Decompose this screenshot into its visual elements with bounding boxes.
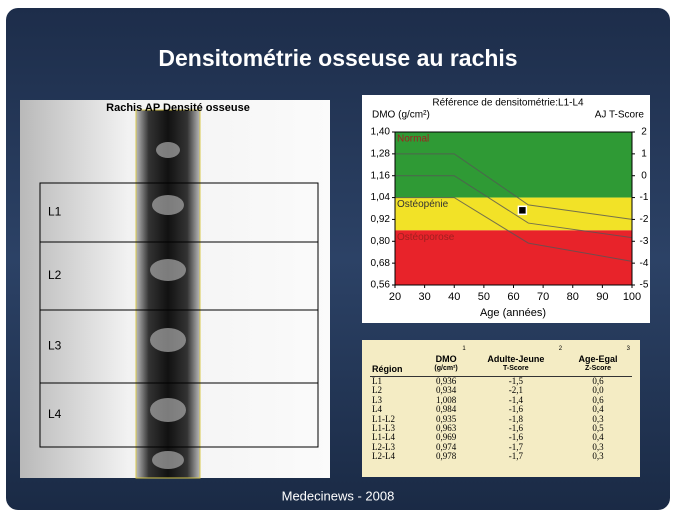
x-tick-label: 30 — [419, 291, 431, 303]
table-cell: -1,7 — [468, 452, 564, 461]
x-tick-label: 90 — [596, 291, 608, 303]
scan-panel: Rachis AP Densité osseuse L1 L2 L3 L4 — [20, 100, 330, 478]
y2-tick-label: 1 — [641, 148, 647, 159]
x-tick-label: 60 — [507, 291, 519, 303]
table-row: L2-L40,978-1,70,3 — [370, 452, 632, 461]
y-tick-label: 1,16 — [371, 170, 391, 181]
y-tick-label: 0,68 — [371, 258, 391, 269]
vertebra-label: L1 — [48, 205, 62, 219]
y2-axis-label: AJ T-Score — [595, 110, 645, 121]
measurement-point — [518, 206, 526, 214]
y-tick-label: 0,92 — [371, 214, 391, 225]
scan-title: Rachis AP Densité osseuse — [106, 102, 250, 114]
slide: Densitométrie osseuse au rachis Rachis A… — [0, 0, 676, 516]
y2-tick-label: -5 — [640, 280, 649, 291]
header-title: Région — [372, 364, 403, 374]
y2-tick-label: -4 — [640, 258, 649, 269]
table-cell: 0,978 — [424, 452, 467, 461]
slide-title: Densitométrie osseuse au rachis — [158, 45, 517, 71]
chart-title: Référence de densitométrie:L1-L4 — [432, 98, 584, 109]
y2-tick-label: 2 — [641, 127, 647, 138]
vertebra-label: L4 — [48, 407, 62, 421]
x-axis-label: Age (années) — [480, 307, 546, 319]
footer: Medecinews - 2008 — [282, 488, 395, 503]
y-tick-label: 1,28 — [371, 148, 391, 159]
zone-label: Ostéopénie — [397, 199, 449, 210]
x-tick-label: 40 — [448, 291, 460, 303]
y2-tick-label: -1 — [640, 192, 649, 203]
x-tick-label: 50 — [478, 291, 490, 303]
header-unit: Z-Score — [566, 364, 630, 374]
spine-image — [136, 110, 200, 478]
results-table: Région1DMO(g/cm²)2Adulte-JeuneT-Score3Ag… — [362, 340, 640, 477]
x-tick-label: 20 — [389, 291, 401, 303]
header-title: Adulte-Jeune — [487, 354, 544, 364]
y-tick-label: 1,40 — [371, 127, 391, 138]
zone — [395, 132, 632, 198]
table-cell: L2-L4 — [370, 452, 424, 461]
y2-tick-label: 0 — [641, 170, 647, 181]
header-title: DMO — [436, 354, 457, 364]
header-title: Age-Egal — [579, 354, 618, 364]
footnote-number: 2 — [470, 344, 562, 354]
table-cell: 0,3 — [564, 452, 632, 461]
y-tick-label: 1,04 — [371, 192, 391, 203]
y-tick-label: 0,80 — [371, 236, 391, 247]
vertebra-label: L3 — [48, 339, 62, 353]
zone-label: Normal — [397, 134, 429, 145]
footnote-number: 3 — [566, 344, 630, 354]
y2-tick-label: -3 — [640, 236, 649, 247]
footnote-number: 1 — [426, 344, 465, 354]
header-unit: T-Score — [470, 364, 562, 374]
x-tick-label: 80 — [567, 291, 579, 303]
x-tick-label: 70 — [537, 291, 549, 303]
header-unit: (g/cm²) — [426, 364, 465, 374]
zone-label: Ostéoporose — [397, 232, 455, 243]
x-tick-label: 100 — [623, 291, 641, 303]
y2-tick-label: -2 — [640, 214, 649, 225]
y-axis-label: DMO (g/cm²) — [372, 110, 430, 121]
vertebra-label: L2 — [48, 268, 62, 282]
header-cell: Région — [370, 344, 424, 377]
y-tick-label: 0,56 — [371, 280, 391, 291]
